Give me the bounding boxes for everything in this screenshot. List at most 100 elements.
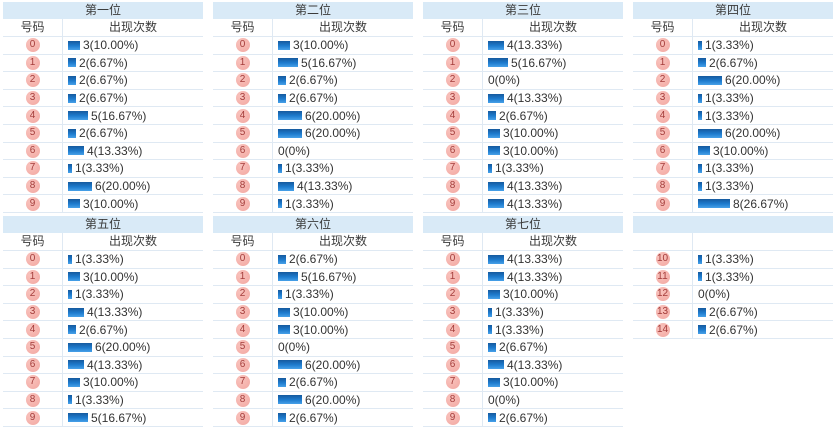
number-column-header: 号码 (423, 19, 483, 36)
count-cell: 3(10.00%) (483, 125, 623, 142)
frequency-bar (488, 40, 504, 50)
table-row: 8 6(20.00%) (213, 391, 413, 410)
count-label: 3(10.00%) (503, 287, 559, 302)
number-badge: 2 (25, 287, 40, 302)
number-badge: 9 (445, 196, 460, 211)
number-column-header (633, 232, 693, 250)
count-label: 0(0%) (278, 340, 311, 355)
count-label: 2(6.67%) (709, 305, 758, 320)
count-label: 1(3.33%) (705, 179, 754, 194)
number-cell: 3 (633, 89, 693, 107)
number-cell: 1 (213, 54, 273, 72)
count-cell: 1(3.33%) (693, 178, 833, 195)
count-cell: 2(6.67%) (273, 374, 413, 391)
number-badge: 2 (235, 73, 250, 88)
count-cell: 0(0%) (693, 286, 833, 303)
frequency-bar (698, 199, 730, 209)
count-cell: 6(20.00%) (273, 107, 413, 124)
frequency-bar (68, 111, 88, 121)
number-column-header: 号码 (633, 19, 693, 36)
number-badge: 2 (445, 73, 460, 88)
count-label: 1(3.33%) (75, 161, 124, 176)
number-badge: 3 (25, 91, 40, 106)
count-column-header: 出现次数 (528, 20, 577, 34)
number-cell: 14 (633, 321, 693, 338)
table-rows: 0 1(3.33%) 1 2(6.67%) 2 6(20.00%) 3 1(3.… (633, 37, 833, 213)
table-row: 3 4(13.33%) (3, 303, 203, 322)
number-cell: 4 (3, 107, 63, 124)
number-cell: 5 (213, 124, 273, 142)
number-badge: 9 (445, 410, 460, 425)
table-title: 第三位 (423, 2, 623, 19)
table-row: 4 3(10.00%) (213, 321, 413, 339)
number-cell: 2 (633, 72, 693, 89)
table-row: 9 3(10.00%) (3, 195, 203, 213)
number-cell: 1 (3, 268, 63, 286)
count-label: 1(3.33%) (285, 161, 334, 176)
count-cell: 6(20.00%) (273, 392, 413, 409)
table-cell: 第七位 号码 出现次数 0 4(13.33%) 1 4(13.33%) 2 3(… (420, 215, 630, 427)
table-row: 4 1(3.33%) (423, 321, 623, 339)
table-title: 第六位 (213, 215, 413, 233)
number-badge: 4 (25, 322, 40, 337)
number-cell: 7 (423, 374, 483, 391)
table-rows: 0 1(3.33%) 1 3(10.00%) 2 1(3.33%) 3 4(13… (3, 250, 203, 427)
number-cell: 1 (3, 54, 63, 72)
table-row: 2 1(3.33%) (3, 286, 203, 304)
count-cell: 3(10.00%) (273, 321, 413, 338)
number-cell: 4 (213, 107, 273, 124)
number-cell: 0 (423, 37, 483, 54)
table-row: 3 1(3.33%) (633, 89, 833, 108)
number-cell: 6 (213, 356, 273, 374)
count-cell: 2(6.67%) (273, 72, 413, 89)
table-row: 6 0(0%) (213, 142, 413, 161)
number-badge: 1 (25, 269, 40, 284)
count-label: 1(3.33%) (705, 108, 754, 123)
count-label: 2(6.67%) (289, 375, 338, 390)
count-label: 4(13.33%) (87, 143, 143, 158)
number-badge: 4 (235, 108, 250, 123)
count-label: 3(10.00%) (83, 375, 139, 390)
frequency-bar (68, 199, 80, 209)
number-cell: 6 (3, 142, 63, 160)
number-cell: 12 (633, 286, 693, 303)
frequency-bar (488, 360, 504, 370)
table-row: 9 5(16.67%) (3, 409, 203, 427)
number-badge: 11 (655, 269, 670, 284)
number-cell: 2 (3, 72, 63, 89)
number-badge: 0 (25, 252, 40, 267)
frequency-bar (488, 146, 500, 156)
number-badge: 6 (655, 143, 670, 158)
number-badge: 8 (445, 179, 460, 194)
count-label: 3(10.00%) (83, 269, 139, 284)
number-cell: 0 (3, 250, 63, 268)
frequency-bar (278, 163, 282, 173)
table-row: 9 1(3.33%) (213, 195, 413, 213)
table-row: 9 2(6.67%) (423, 409, 623, 427)
count-label: 2(6.67%) (499, 410, 548, 425)
table-cell: 第二位 号码 出现次数 0 3(10.00%) 1 5(16.67%) 2 2(… (210, 2, 420, 213)
number-cell: 0 (213, 37, 273, 54)
number-cell: 3 (213, 89, 273, 107)
number-badge: 8 (25, 392, 40, 407)
count-column-header: 出现次数 (528, 233, 577, 248)
table-header-row: 号码 出现次数 (3, 232, 203, 251)
table-header-row (633, 232, 833, 251)
count-cell: 2(6.67%) (483, 107, 623, 124)
table-row: 3 2(6.67%) (213, 89, 413, 108)
position-stats-table: 10 1(3.33%) 11 1(3.33%) 12 0(0%) 13 2(6.… (633, 215, 833, 339)
count-cell: 1(3.33%) (693, 37, 833, 54)
table-row: 2 2(6.67%) (3, 72, 203, 90)
frequency-bar (488, 128, 500, 138)
number-cell: 3 (423, 303, 483, 321)
number-badge: 6 (25, 357, 40, 372)
number-badge: 1 (25, 55, 40, 70)
count-label: 1(3.33%) (705, 161, 754, 176)
table-row: 13 2(6.67%) (633, 303, 833, 322)
position-stats-table: 第一位 号码 出现次数 0 3(10.00%) 1 2(6.67%) 2 2(6… (3, 2, 203, 213)
number-cell: 4 (423, 107, 483, 124)
number-badge: 2 (25, 73, 40, 88)
table-rows: 0 3(10.00%) 1 5(16.67%) 2 2(6.67%) 3 2(6… (213, 37, 413, 213)
count-cell: 2(6.67%) (483, 409, 623, 426)
count-cell: 0(0%) (483, 72, 623, 89)
